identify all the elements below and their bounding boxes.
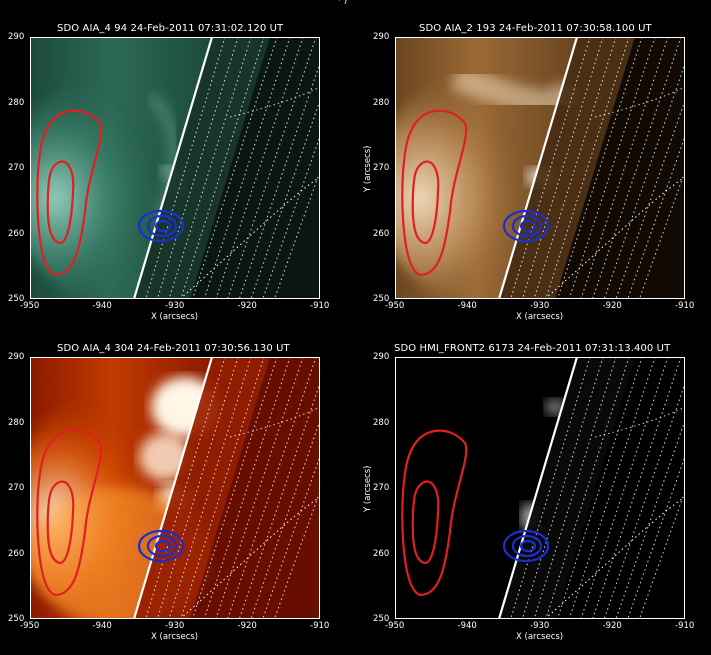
y-tick-label: 260 (8, 228, 25, 239)
x-tick-label: -950 (385, 621, 405, 631)
x-tick-label: -930 (165, 301, 185, 311)
solar-image (30, 357, 320, 619)
x-axis-label: X (arcsecs) (516, 312, 564, 322)
x-tick-label: -920 (237, 621, 257, 631)
y-tick-label: 280 (8, 97, 25, 108)
y-tick-label: 270 (373, 483, 390, 493)
y-tick-label: 290 (373, 352, 390, 362)
x-tick-label: -910 (675, 301, 695, 311)
x-tick-label: -950 (20, 621, 40, 631)
panel-title: SDO AIA_2 193 24-Feb-2011 07:30:58.100 U… (419, 23, 652, 34)
solar-image (395, 37, 685, 299)
x-axis-label: X (arcsecs) (151, 312, 199, 322)
panel-title: SDO AIA_4 94 24-Feb-2011 07:31:02.120 UT (57, 23, 284, 34)
x-tick-label: -940 (457, 301, 477, 311)
y-tick-label: 260 (8, 548, 25, 559)
panel-aia94: SDO AIA_4 94 24-Feb-2011 07:31:02.120 UT… (0, 0, 355, 327)
y-tick-label: 290 (8, 32, 25, 42)
x-tick-label: -910 (310, 621, 330, 631)
y-tick-label: 250 (373, 614, 390, 624)
x-tick-label: -920 (602, 301, 622, 311)
solar-image (395, 357, 685, 619)
x-tick-label: -910 (310, 301, 330, 311)
y-tick-label: 270 (8, 163, 25, 173)
y-tick-label: 250 (8, 614, 25, 624)
y-tick-label: 290 (373, 32, 390, 42)
y-tick-label: 280 (8, 417, 25, 428)
panel-hmi: SDO HMI_FRONT2 6173 24-Feb-2011 07:31:13… (355, 327, 710, 654)
x-tick-label: -920 (237, 301, 257, 311)
x-tick-label: -950 (385, 301, 405, 311)
y-tick-label: 280 (373, 417, 390, 428)
y-axis-label: Y (arcsecs) (363, 465, 373, 512)
x-tick-label: -940 (92, 621, 112, 631)
panel-title: SDO HMI_FRONT2 6173 24-Feb-2011 07:31:13… (394, 343, 671, 354)
x-tick-label: -950 (20, 301, 40, 311)
y-tick-label: 250 (373, 294, 390, 304)
y-tick-label: 260 (373, 228, 390, 239)
y-tick-label: 260 (373, 548, 390, 559)
y-tick-label: 270 (373, 163, 390, 173)
x-tick-label: -920 (602, 621, 622, 631)
x-tick-label: -940 (92, 301, 112, 311)
x-tick-label: -910 (675, 621, 695, 631)
panel-aia304: SDO AIA_4 304 24-Feb-2011 07:30:56.130 U… (0, 327, 355, 654)
panel-aia193: SDO AIA_2 193 24-Feb-2011 07:30:58.100 U… (355, 0, 710, 327)
x-axis-label: X (arcsecs) (516, 632, 564, 642)
y-axis-label: Y (arcsecs) (363, 145, 373, 192)
x-axis-label: X (arcsecs) (151, 632, 199, 642)
x-tick-label: -930 (530, 621, 550, 631)
x-tick-label: -930 (165, 621, 185, 631)
y-tick-label: 290 (8, 352, 25, 362)
y-tick-label: 250 (8, 294, 25, 304)
solar-image (30, 37, 320, 299)
y-tick-label: 270 (8, 483, 25, 493)
panel-title: SDO AIA_4 304 24-Feb-2011 07:30:56.130 U… (57, 343, 290, 354)
x-tick-label: -940 (457, 621, 477, 631)
x-tick-label: -930 (530, 301, 550, 311)
figure-top-fragment: · ) (338, 0, 348, 6)
y-tick-label: 280 (373, 97, 390, 108)
